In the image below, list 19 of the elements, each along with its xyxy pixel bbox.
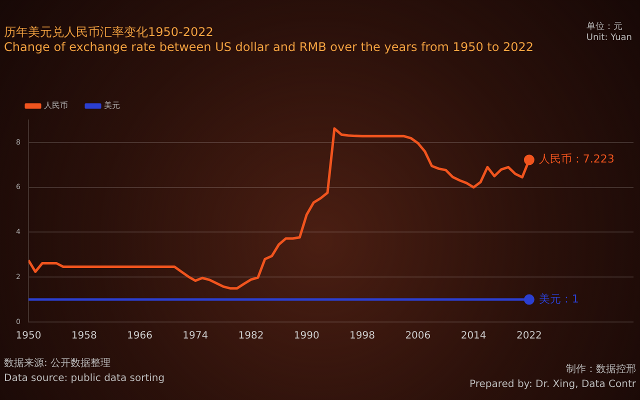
x-tick-label: 1950	[16, 330, 42, 342]
chart-title: 历年美元兑人民币汇率变化1950-2022	[4, 25, 214, 40]
x-tick-label: 1958	[71, 330, 97, 342]
x-tick-label: 1966	[127, 330, 152, 342]
source-note: 数据来源: 公开数据整理 Data source: public data sorting	[4, 356, 165, 386]
x-tick-label: 1998	[350, 330, 375, 342]
x-tick-label: 2014	[460, 330, 486, 342]
x-tick-label: 1982	[238, 330, 264, 342]
annotation: 美元 : 1	[539, 292, 579, 306]
legend-label: 人民币	[44, 101, 68, 110]
x-tick-label: 1974	[182, 330, 208, 342]
annotation: 人民币 : 7.223	[539, 152, 614, 166]
x-tick-label: 2022	[516, 330, 542, 342]
text: 单位：元 Unit: Yuan	[586, 22, 632, 44]
text: 制作：数据控邢 Prepared by: Dr. Xing, Data Contr	[470, 362, 636, 392]
chart-subtitle: Change of exchange rate between US dollar and RMB over the years from 1950 to 2022	[4, 40, 534, 55]
x-tick-label: 2006	[405, 330, 431, 342]
x-tick-label: 1990	[294, 330, 320, 342]
legend-label: 美元	[104, 101, 120, 110]
